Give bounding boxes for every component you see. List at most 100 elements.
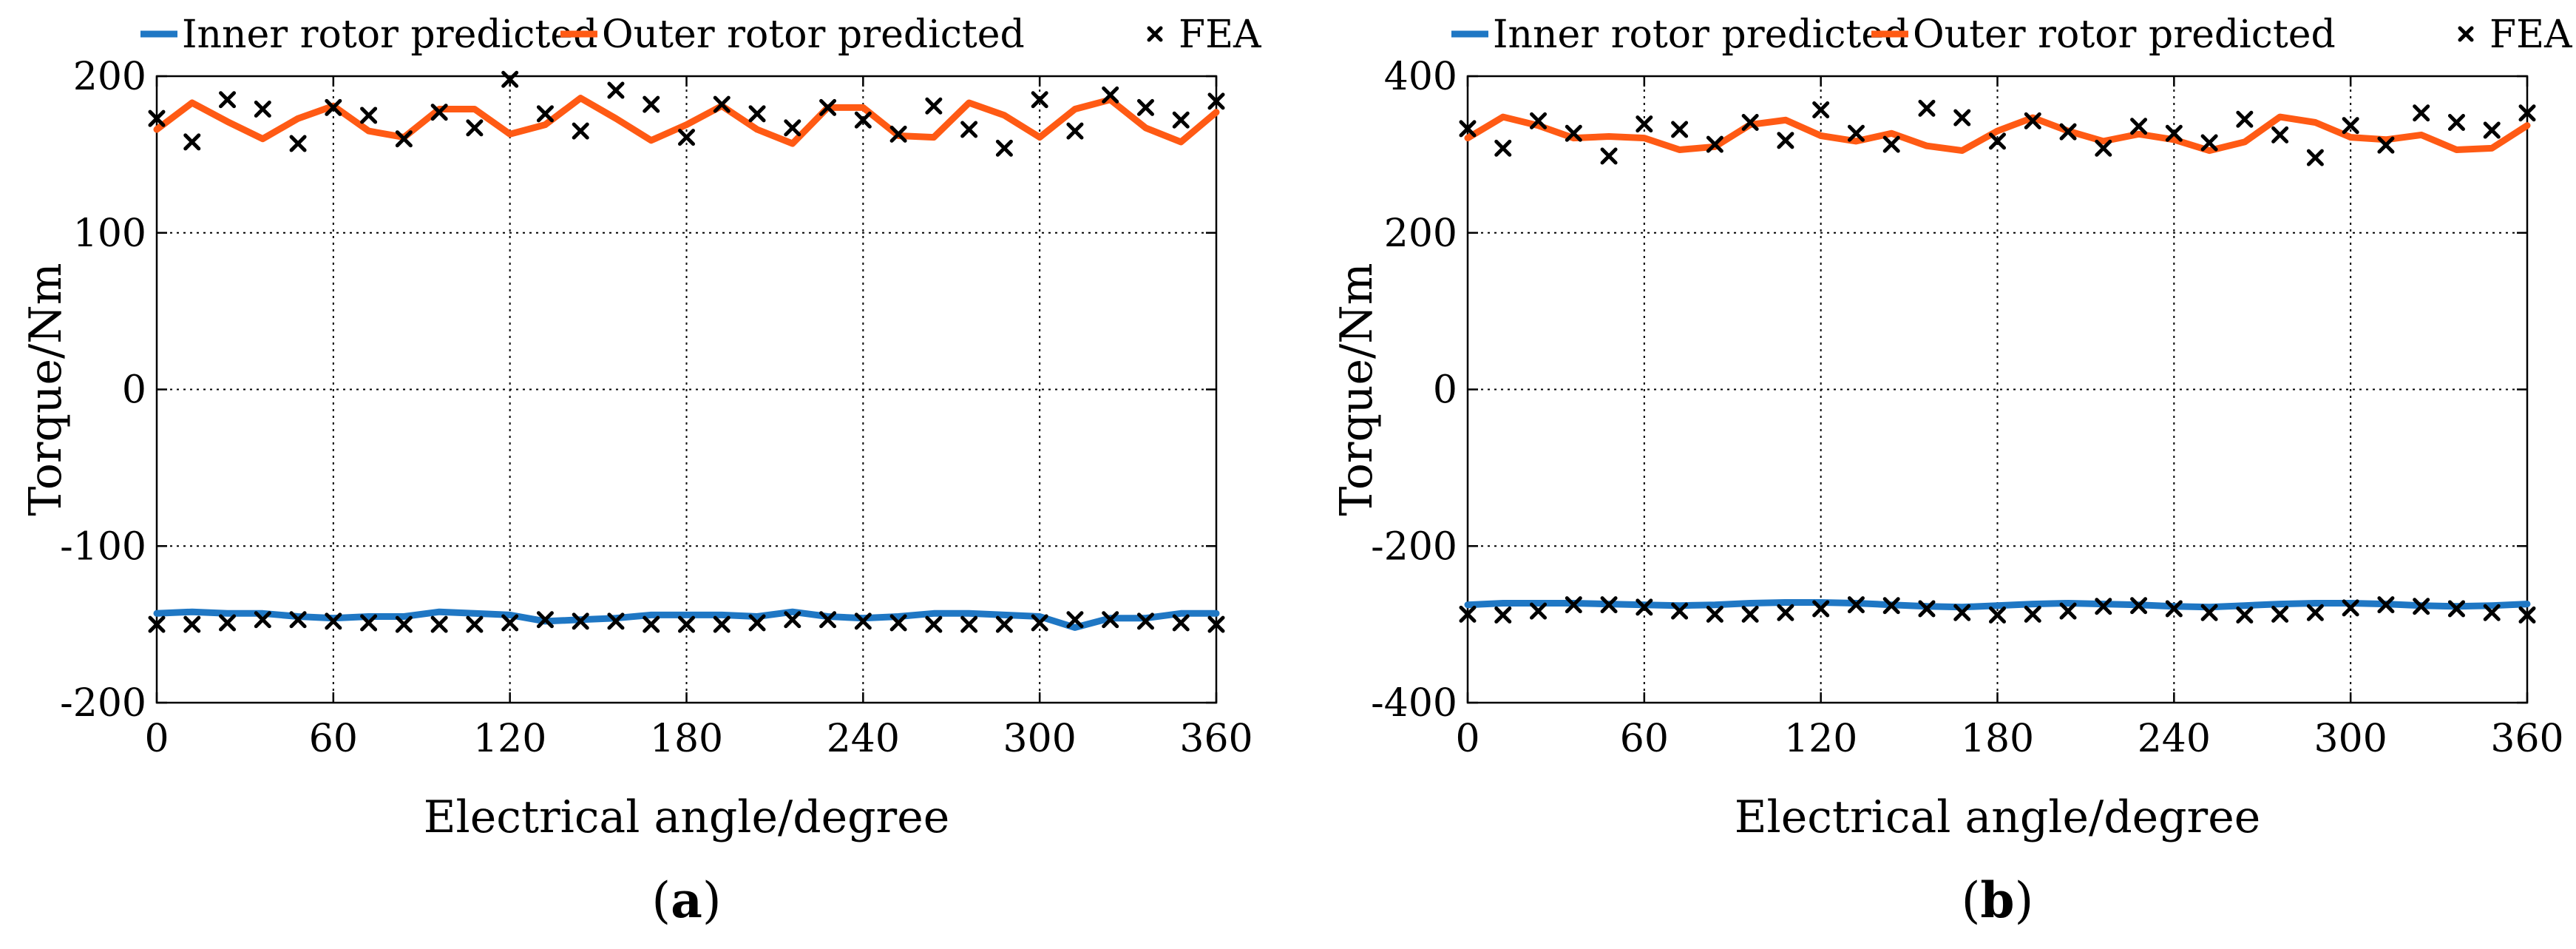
fea-point-outer bbox=[2377, 136, 2395, 154]
panel-label: (b) bbox=[1962, 871, 2034, 929]
fea-point-inner bbox=[2413, 598, 2430, 615]
fea-point-inner bbox=[607, 612, 625, 630]
fea-point-inner bbox=[254, 611, 271, 629]
y-tick-label: -200 bbox=[60, 681, 146, 726]
fea-point-inner bbox=[1494, 606, 1512, 624]
fea-point-outer bbox=[2200, 134, 2218, 152]
panel-b: 0 60 120 180 240 300 360 -400 -200 0 200 400 Electri… bbox=[1331, 13, 2573, 929]
fea-point-inner bbox=[2130, 597, 2148, 615]
fea-point-inner bbox=[678, 615, 695, 633]
fea-point-outer bbox=[360, 107, 378, 124]
fea-point-inner bbox=[2165, 600, 2183, 618]
series-line bbox=[1464, 599, 2531, 611]
fea-point-outer bbox=[2059, 123, 2077, 141]
legend-entry: Outer rotor predicted bbox=[560, 13, 1025, 57]
fea-point-outer bbox=[1882, 135, 1900, 153]
fea-point-outer bbox=[1636, 115, 1653, 133]
fea-point-outer bbox=[1600, 147, 1618, 165]
x-tick-label: 60 bbox=[309, 717, 358, 761]
fea-point-outer bbox=[2271, 126, 2289, 143]
panel-label-letter: a bbox=[671, 871, 702, 929]
fea-point-inner bbox=[572, 612, 589, 630]
y-tick-label: 400 bbox=[1384, 55, 1457, 99]
fea-point-inner bbox=[466, 615, 484, 633]
fea-point-outer bbox=[289, 135, 307, 152]
fea-point-inner bbox=[325, 612, 342, 630]
fea-point-outer bbox=[1918, 99, 1936, 117]
fea-point-inner bbox=[2483, 604, 2501, 621]
y-tick-label: 0 bbox=[1433, 368, 1457, 413]
fea-point-inner bbox=[2024, 605, 2041, 623]
fea-point-outer bbox=[678, 129, 695, 146]
legend-entry: FEA bbox=[1147, 13, 1262, 57]
x-tick-label: 0 bbox=[1455, 717, 1479, 761]
fea-point-inner bbox=[2518, 606, 2536, 624]
fea-point-outer bbox=[501, 70, 519, 88]
fea-point-outer bbox=[1847, 124, 1865, 142]
fea-point-outer bbox=[819, 98, 837, 116]
fea-point-inner bbox=[643, 615, 660, 633]
fea-point-outer bbox=[1066, 122, 1084, 140]
fea-point-inner bbox=[1207, 615, 1225, 633]
fea-point-outer bbox=[2165, 124, 2183, 142]
fea-point-inner bbox=[2377, 596, 2395, 614]
fea-point-inner bbox=[2095, 598, 2112, 615]
fea-point-outer bbox=[889, 125, 907, 143]
y-tick-label: -400 bbox=[1371, 681, 1457, 726]
fea-point-inner bbox=[2236, 606, 2254, 624]
fea-point-outer bbox=[2024, 112, 2041, 129]
fea-point-outer bbox=[854, 111, 872, 129]
fea-point-outer bbox=[2413, 104, 2430, 122]
x-tick-label: 180 bbox=[650, 717, 723, 761]
fea-point-outer bbox=[2306, 149, 2324, 166]
fea-point-inner bbox=[1102, 611, 1119, 629]
fea-point-inner bbox=[1530, 602, 1548, 620]
fea-point-inner bbox=[289, 611, 307, 629]
panel-label: (a) bbox=[651, 871, 721, 929]
fea-point-outer bbox=[960, 121, 978, 138]
x-tick-label: 360 bbox=[2490, 717, 2563, 761]
fea-point-outer bbox=[1530, 112, 1548, 129]
fea-point-inner bbox=[748, 614, 766, 632]
fea-point-inner bbox=[1565, 596, 1582, 614]
fea-point-inner bbox=[2447, 600, 2465, 618]
fea-point-inner bbox=[2200, 604, 2218, 621]
fea-point-inner bbox=[889, 614, 907, 632]
fea-point-inner bbox=[360, 614, 378, 632]
fea-point-outer bbox=[1207, 92, 1225, 110]
series-line bbox=[1464, 113, 2531, 155]
fea-point-outer bbox=[2483, 121, 2501, 139]
legend-label: Outer rotor predicted bbox=[602, 13, 1025, 57]
series-fea bbox=[148, 70, 1225, 633]
fea-point-outer bbox=[219, 91, 237, 109]
fea-point-outer bbox=[183, 133, 201, 151]
x-tick-label: 60 bbox=[1620, 717, 1669, 761]
fea-point-outer bbox=[2518, 104, 2536, 122]
fea-point-outer bbox=[925, 97, 943, 115]
fea-point-outer bbox=[1102, 86, 1119, 104]
fea-point-inner bbox=[1600, 596, 1618, 614]
fea-point-inner bbox=[1953, 604, 1971, 621]
series-outer-rotor-predicted bbox=[1464, 113, 2531, 155]
fea-point-outer bbox=[536, 105, 554, 123]
y-tick-label: 100 bbox=[73, 212, 146, 256]
x-tick-label: 0 bbox=[144, 717, 169, 761]
fea-point-outer bbox=[1494, 139, 1512, 157]
series-inner-rotor-predicted bbox=[153, 608, 1220, 631]
fea-point-inner bbox=[784, 611, 801, 629]
fea-point-inner bbox=[1882, 597, 1900, 615]
fea-point-outer bbox=[1565, 124, 1582, 142]
fea-point-inner bbox=[1066, 611, 1084, 629]
fea-point-outer bbox=[1031, 91, 1048, 109]
fea-point-outer bbox=[713, 95, 731, 113]
fea-point-outer bbox=[1172, 111, 1190, 129]
fea-point-outer bbox=[1989, 132, 2006, 150]
y-axis-title: Torque/Nm bbox=[1331, 263, 1383, 516]
fea-point-inner bbox=[1918, 600, 1936, 618]
legend-entry: FEA bbox=[2458, 13, 2573, 57]
x-axis-title: Electrical angle/degree bbox=[424, 791, 949, 843]
fea-point-outer bbox=[2095, 139, 2112, 157]
fea-point-outer bbox=[2342, 117, 2359, 135]
legend-swatch bbox=[1147, 26, 1163, 42]
grid bbox=[157, 76, 1216, 703]
